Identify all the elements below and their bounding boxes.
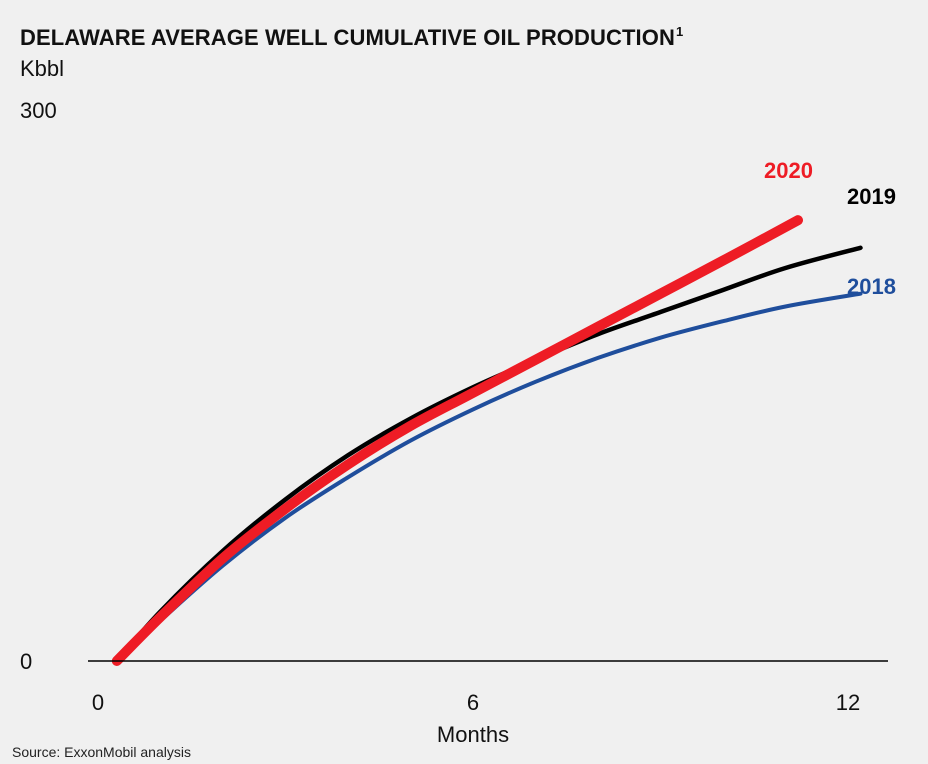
title-footnote-marker: 1 (675, 24, 684, 39)
x-tick-label: 0 (92, 690, 104, 715)
series-line-2018 (114, 291, 863, 663)
series-label-2019: 2019 (847, 184, 896, 209)
tick-layer: 0 6 12 0 300 (20, 98, 860, 715)
chart-title: DELAWARE AVERAGE WELL CUMULATIVE OIL PRO… (20, 24, 684, 50)
series-layer (111, 215, 863, 666)
y-axis-unit-label: Kbbl (20, 56, 65, 81)
series-label-2018: 2018 (847, 274, 896, 299)
y-tick-label: 300 (20, 98, 57, 123)
y-tick-label: 0 (20, 649, 32, 674)
series-line-2019 (114, 245, 863, 664)
x-tick-label: 6 (467, 690, 479, 715)
x-axis-title: Months (437, 722, 509, 747)
x-tick-label: 12 (836, 690, 860, 715)
source-note: Source: ExxonMobil analysis (12, 744, 191, 760)
series-label-2020: 2020 (764, 158, 813, 183)
series-line-2020 (111, 215, 803, 666)
series-label-layer: 2018 2019 2020 (764, 158, 896, 299)
